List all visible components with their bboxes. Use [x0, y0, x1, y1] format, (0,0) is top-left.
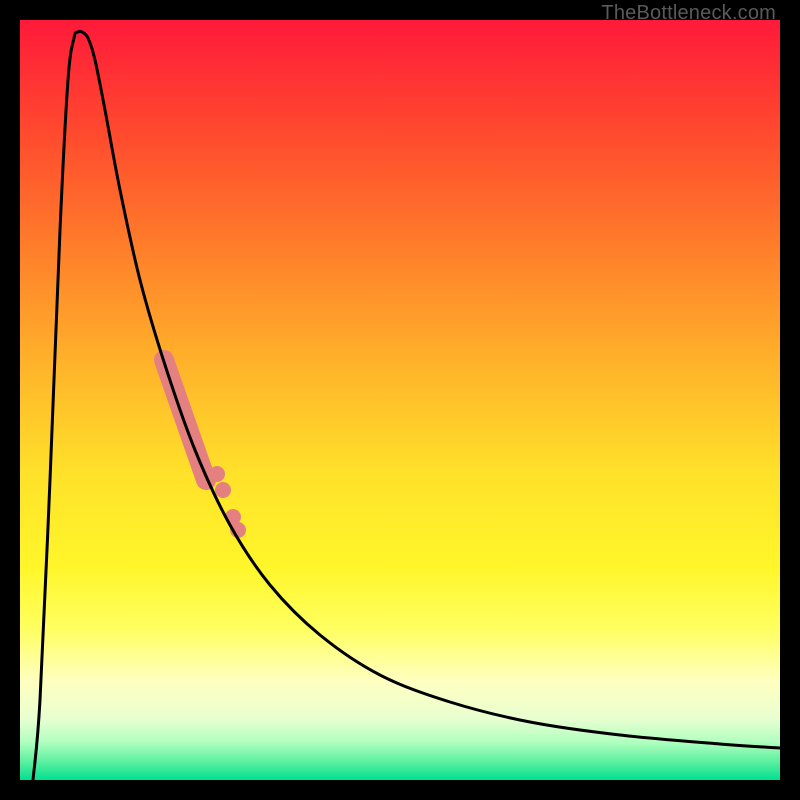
plot-area — [20, 20, 780, 780]
watermark-text: TheBottleneck.com — [601, 2, 776, 25]
marker-dot — [209, 466, 225, 482]
marker-group — [164, 360, 246, 538]
bottleneck-curve — [33, 31, 780, 780]
chart-frame: TheBottleneck.com — [0, 0, 800, 800]
curve-layer — [20, 20, 780, 780]
marker-dot — [215, 482, 231, 498]
